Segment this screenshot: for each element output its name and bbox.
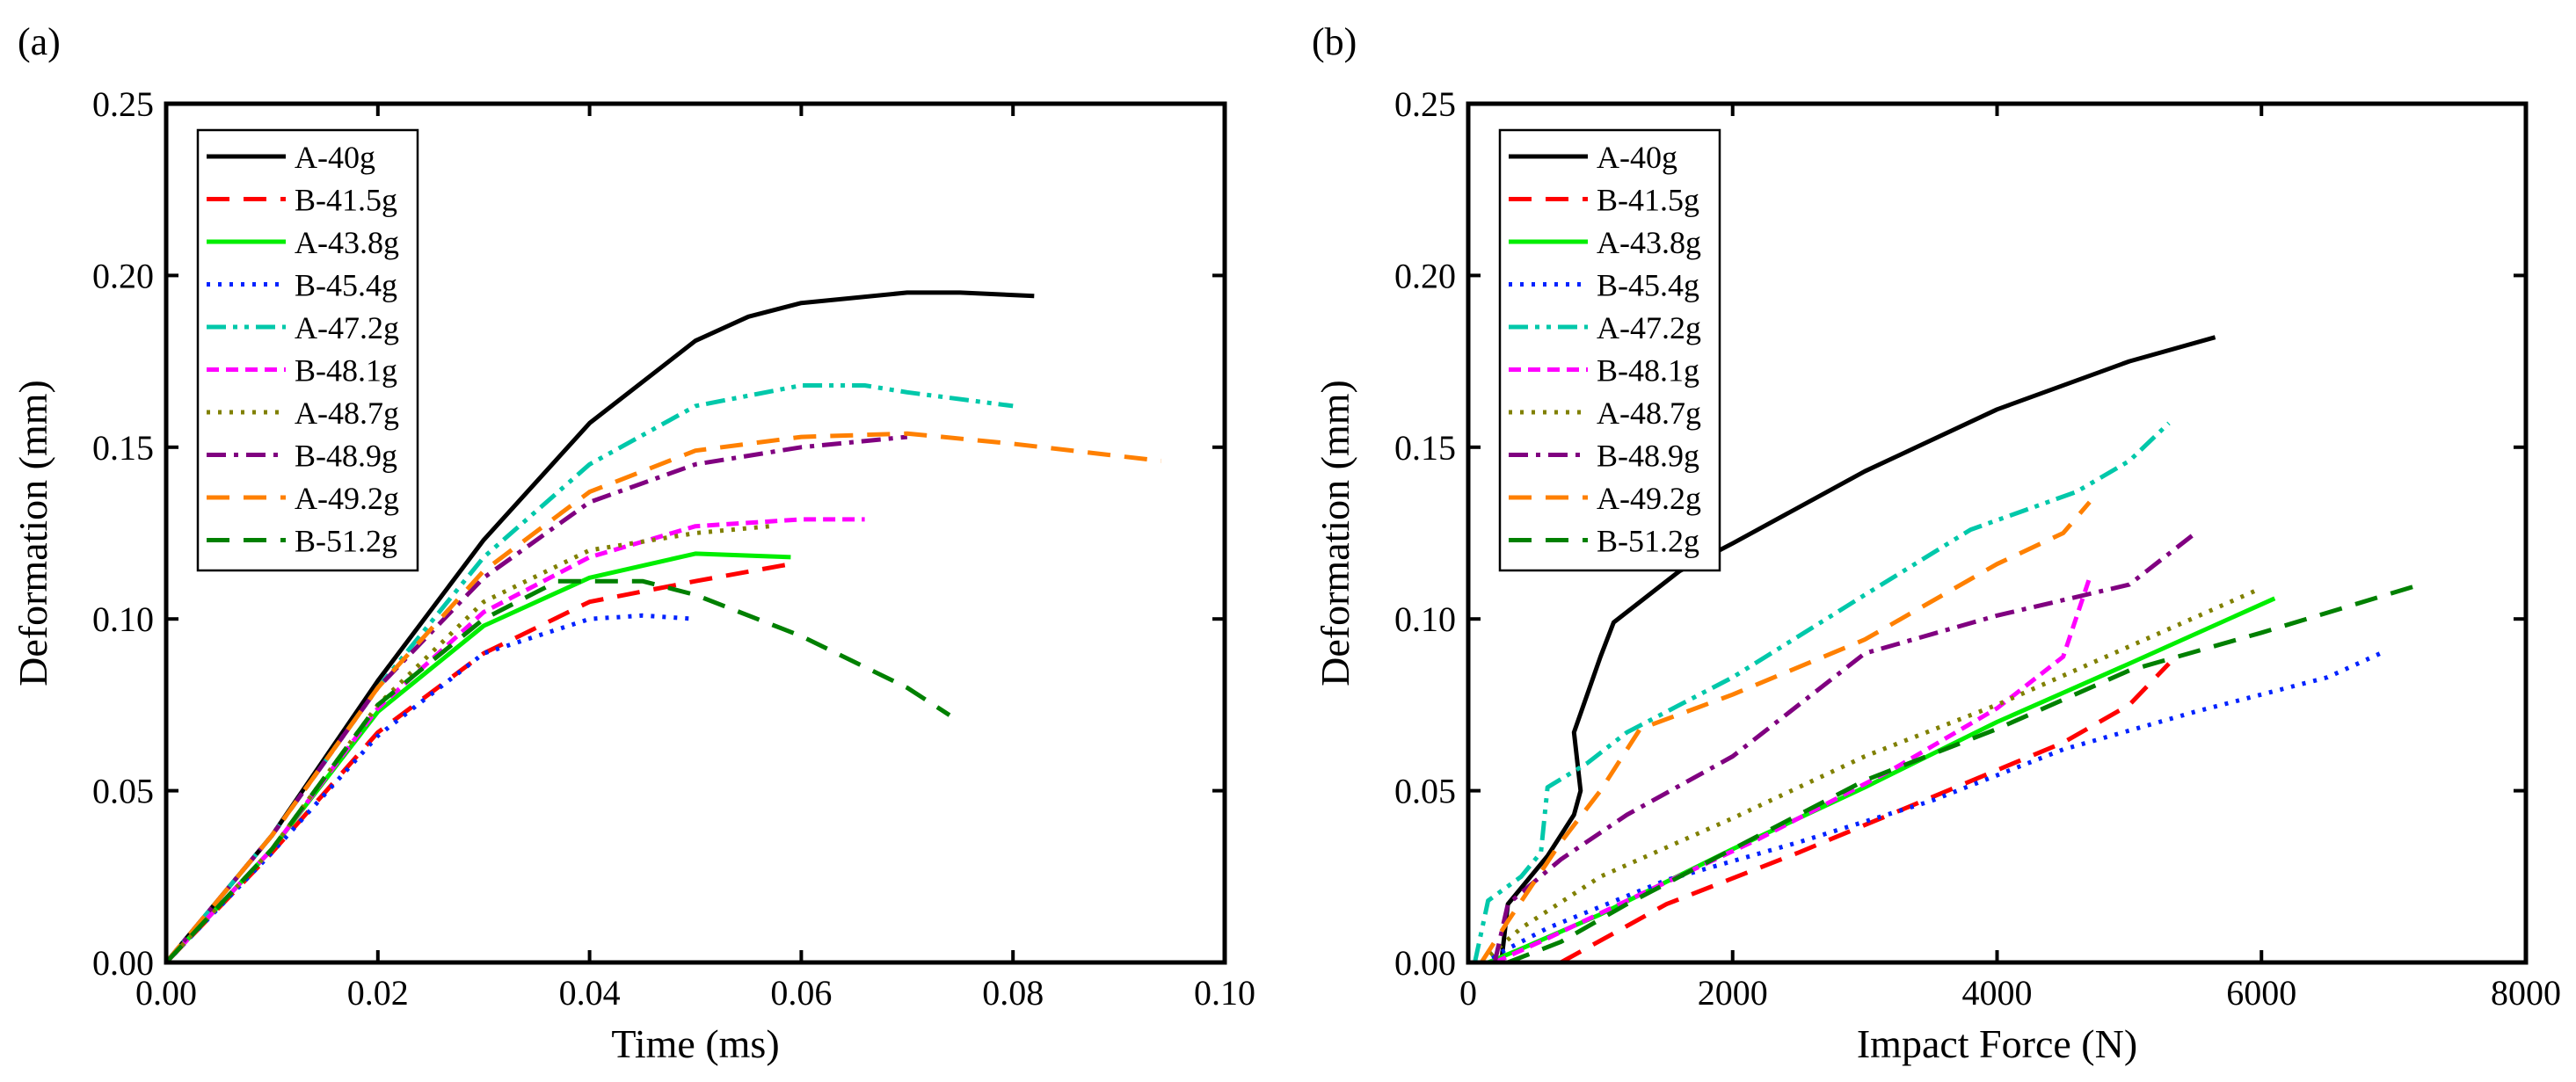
legend-label: B-48.1g	[295, 353, 397, 389]
x-tick-label: 0.00	[135, 973, 197, 1013]
panel-label: (a)	[18, 20, 61, 63]
legend-box	[196, 128, 419, 572]
y-tick-label: 0.10	[92, 599, 154, 639]
legend-entry: A-49.2g	[1509, 481, 1701, 516]
x-tick-label: 0.04	[559, 973, 621, 1013]
legend-entry: B-51.2g	[207, 524, 397, 559]
legend-entry: B-41.5g	[1509, 183, 1699, 218]
series-line-B-45.4g	[166, 613, 696, 962]
plot-frame	[164, 101, 1227, 965]
legend-entry: A-49.2g	[207, 481, 399, 516]
legend-label: B-45.4g	[1597, 268, 1699, 303]
legend-entry: A-43.8g	[207, 225, 399, 260]
x-tick-label: 0.02	[347, 973, 409, 1013]
y-tick-label: 0.25	[92, 84, 154, 124]
y-tick-label: 0.15	[1394, 428, 1456, 468]
legend-label: A-49.2g	[1597, 481, 1701, 516]
x-tick-label: 0.08	[982, 973, 1044, 1013]
series-line-B-45.4g	[1480, 651, 2382, 962]
x-axis-label: Time (ms)	[611, 1021, 779, 1066]
series-line-A-49.2g	[166, 431, 1162, 962]
legend-entry: B-48.1g	[207, 353, 397, 389]
series-line-B-41.5g	[166, 562, 791, 962]
series-line-A-48.7g	[166, 524, 770, 962]
y-tick-label: 0.25	[1394, 84, 1456, 124]
legend-entry: B-48.9g	[1509, 439, 1699, 474]
series-line-B-51.2g	[166, 578, 951, 962]
chart-panel-a: (a) 0.00 0.02 0.04 0.06 0.08 0.10 0.00 0.05 0.10 0…	[11, 20, 1255, 1066]
series-line-A-47.2g	[1473, 421, 2171, 962]
legend-label: A-47.2g	[1597, 310, 1701, 345]
chart-panel-b: (b) 0 2000 4000 6000 8000 0.00 0.05 0.10 0.15 0.20…	[1312, 20, 2561, 1066]
legend: A-40g B-41.5g A-43.8g B-45.4g A-47.2g B-48.1g…	[196, 128, 419, 572]
legend-entry: A-48.7g	[207, 396, 399, 431]
series-line-A-43.8g	[1487, 596, 2276, 962]
legend-label: B-51.2g	[295, 524, 397, 559]
legend-entry: A-47.2g	[207, 310, 399, 345]
series-group	[166, 290, 1162, 962]
legend-label: A-48.7g	[295, 396, 399, 431]
legend-label: B-48.1g	[1597, 353, 1699, 389]
legend-label: B-48.9g	[1597, 439, 1699, 474]
legend-entry: B-51.2g	[1509, 524, 1699, 559]
legend-entry: B-48.9g	[207, 439, 397, 474]
legend-label: A-47.2g	[295, 310, 399, 345]
y-tick-label: 0.15	[92, 428, 154, 468]
y-axis-label: Deformation (mm)	[11, 380, 55, 686]
legend-label: B-51.2g	[1597, 524, 1699, 559]
series-group	[1473, 335, 2421, 962]
legend-box	[1498, 128, 1721, 572]
series-line-B-48.9g	[166, 434, 908, 962]
y-tick-label: 0.00	[92, 943, 154, 983]
series-line-A-49.2g	[1479, 500, 2092, 962]
legend: A-40g B-41.5g A-43.8g B-45.4g A-47.2g B-48.1g…	[1498, 128, 1721, 572]
legend-label: A-48.7g	[1597, 396, 1701, 431]
legend-entry: A-40g	[1509, 140, 1677, 175]
x-tick-label: 4000	[1962, 973, 2033, 1013]
legend-entry: B-48.1g	[1509, 353, 1699, 389]
series-line-A-40g	[1499, 335, 2216, 962]
legend-entry: B-45.4g	[1509, 268, 1699, 303]
legend-label: A-40g	[295, 140, 375, 175]
series-line-A-40g	[166, 290, 1035, 962]
x-tick-label: 2000	[1698, 973, 1768, 1013]
x-tick-label: 0.06	[770, 973, 832, 1013]
series-line-B-51.2g	[1507, 582, 2421, 962]
y-axis-label: Deformation (mm)	[1313, 380, 1357, 686]
legend-label: B-48.9g	[295, 439, 397, 474]
x-axis-label: Impact Force (N)	[1857, 1021, 2137, 1066]
series-line-B-41.5g	[1560, 662, 2171, 962]
x-tick-label: 0	[1459, 973, 1477, 1013]
legend-label: B-41.5g	[295, 183, 397, 218]
legend-label: A-40g	[1597, 140, 1677, 175]
legend-label: A-49.2g	[295, 481, 399, 516]
y-tick-label: 0.20	[92, 256, 154, 295]
legend-label: A-43.8g	[295, 225, 399, 260]
panel-label: (b)	[1312, 20, 1357, 63]
x-tick-label: 6000	[2226, 973, 2296, 1013]
series-line-B-48.9g	[1492, 531, 2197, 962]
y-tick-label: 0.20	[1394, 256, 1456, 295]
legend-entry: A-40g	[207, 140, 375, 175]
legend-label: A-43.8g	[1597, 225, 1701, 260]
series-line-A-48.7g	[1480, 585, 2263, 962]
y-tick-label: 0.00	[1394, 943, 1456, 983]
legend-label: B-41.5g	[1597, 183, 1699, 218]
y-tick-label: 0.10	[1394, 599, 1456, 639]
legend-entry: B-41.5g	[207, 183, 397, 218]
x-tick-label: 0.10	[1194, 973, 1255, 1013]
legend-label: B-45.4g	[295, 268, 397, 303]
legend-entry: A-43.8g	[1509, 225, 1701, 260]
y-tick-label: 0.05	[92, 772, 154, 811]
y-tick-label: 0.05	[1394, 772, 1456, 811]
legend-entry: A-48.7g	[1509, 396, 1701, 431]
legend-entry: B-45.4g	[207, 268, 397, 303]
legend-entry: A-47.2g	[1509, 310, 1701, 345]
x-tick-label: 8000	[2491, 973, 2561, 1013]
